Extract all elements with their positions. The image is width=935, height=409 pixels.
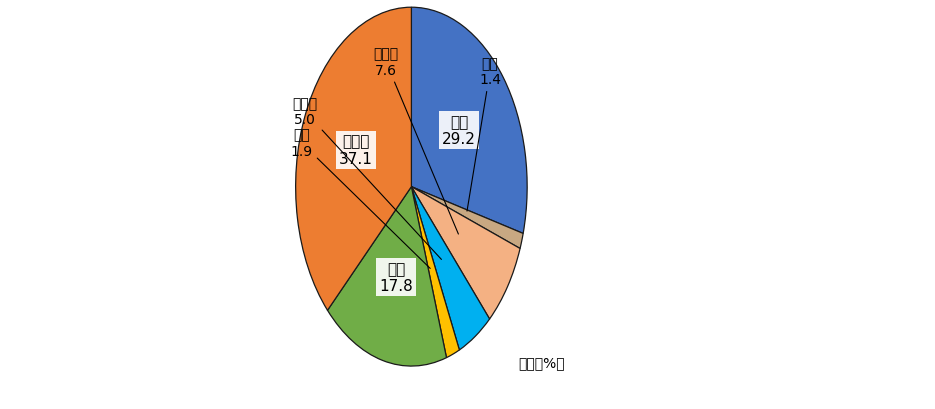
Wedge shape — [411, 187, 490, 350]
Text: 破折
17.8: 破折 17.8 — [380, 261, 413, 294]
Wedge shape — [327, 187, 447, 366]
Text: う蝕
29.2: う蝕 29.2 — [442, 115, 476, 147]
Wedge shape — [411, 187, 520, 319]
Text: 歯周病
37.1: 歯周病 37.1 — [339, 134, 373, 166]
Wedge shape — [295, 8, 411, 310]
Text: 不明
1.4: 不明 1.4 — [467, 56, 501, 211]
Wedge shape — [411, 187, 524, 249]
Wedge shape — [411, 187, 459, 358]
Wedge shape — [411, 8, 527, 234]
Text: 割合（%）: 割合（%） — [518, 356, 565, 370]
Text: その他
7.6: その他 7.6 — [373, 47, 458, 234]
Text: 埋伏歯
5.0: 埋伏歯 5.0 — [293, 97, 441, 260]
Text: 矯正
1.9: 矯正 1.9 — [291, 128, 430, 269]
